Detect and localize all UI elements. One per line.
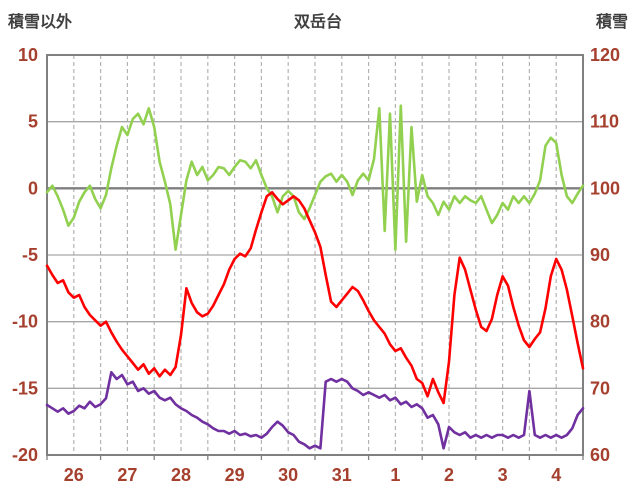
x-axis-tick-label: 2: [444, 465, 454, 485]
x-axis-tick-label: 3: [498, 465, 508, 485]
x-axis-tick-label: 31: [332, 465, 352, 485]
right-axis-title: 積雪: [595, 14, 628, 31]
left-axis-tick-label: -15: [12, 378, 38, 398]
right-axis-tick-label: 60: [590, 445, 610, 465]
purple-series-line: [45, 370, 585, 450]
left-axis-tick-label: -5: [22, 245, 38, 265]
left-axis-tick-label: 0: [28, 178, 38, 198]
x-axis-tick-label: 26: [64, 465, 84, 485]
right-axis-tick-label: 110: [590, 112, 619, 132]
right-axis-tick-label: 80: [590, 312, 610, 332]
right-axis-tick-label: 90: [590, 245, 610, 265]
red-series-line: [45, 191, 585, 405]
x-axis-tick-label: 1: [390, 465, 400, 485]
left-axis-tick-label: -10: [12, 312, 38, 332]
right-axis-tick-label: 100: [590, 178, 620, 198]
left-axis-tick-label: 10: [18, 45, 38, 65]
plot-border: [46, 54, 584, 456]
left-axis-tick-label: 5: [28, 112, 38, 132]
green-series-line: [45, 104, 585, 251]
x-axis-tick-label: 28: [171, 465, 191, 485]
x-axis-tick-label: 27: [117, 465, 137, 485]
x-axis-tick-label: 30: [278, 465, 298, 485]
right-axis-tick-label: 70: [590, 378, 610, 398]
x-axis-tick-label: 29: [225, 465, 245, 485]
x-axis-tick-label: 4: [551, 465, 561, 485]
right-axis-tick-label: 120: [590, 45, 620, 65]
chart-title: 双岳台: [293, 14, 342, 31]
left-axis-title: 積雪以外: [8, 14, 73, 31]
left-axis-tick-label: -20: [12, 445, 38, 465]
